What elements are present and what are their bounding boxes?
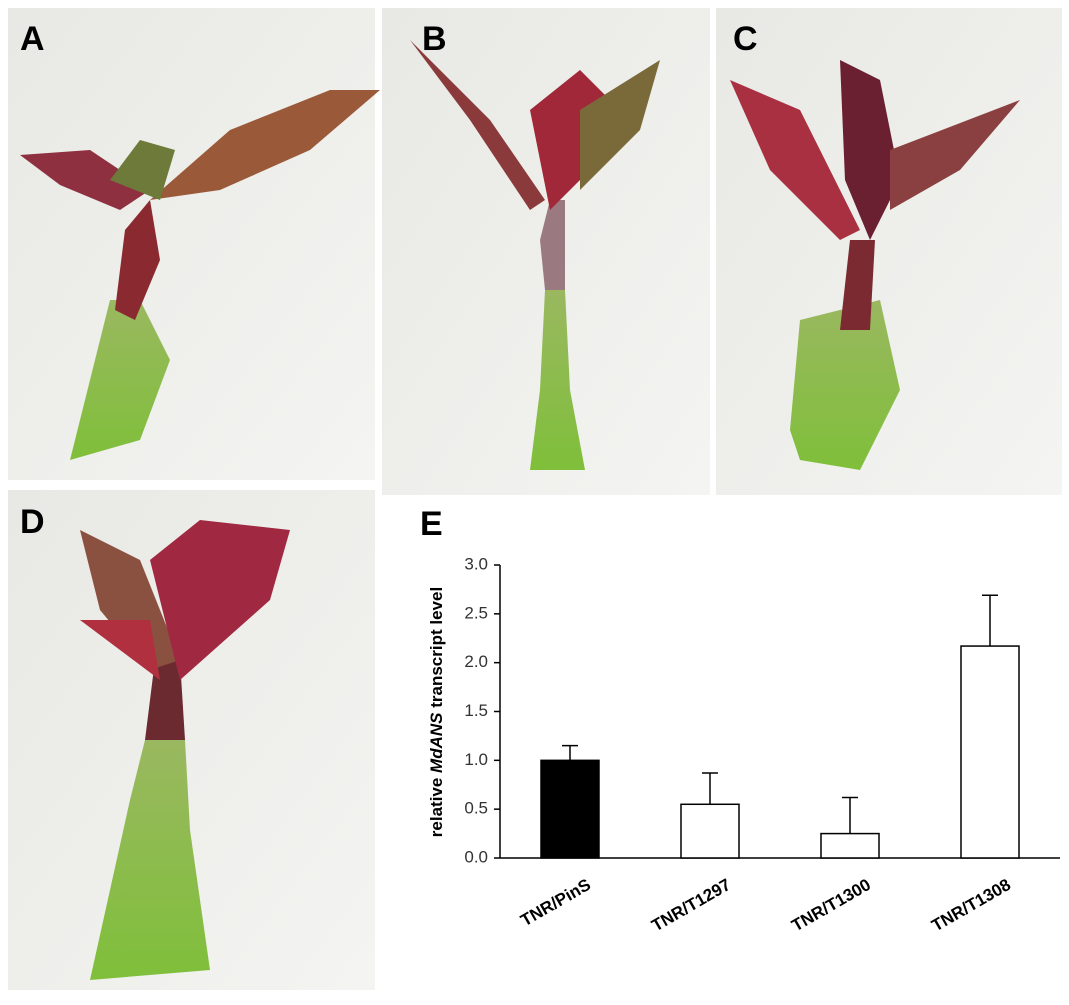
bar	[680, 803, 740, 859]
x-tick-label: TNR/PinS	[517, 875, 594, 930]
panel-label: A	[20, 20, 45, 58]
photo-b	[382, 8, 710, 495]
error-bar	[702, 772, 718, 805]
x-tick-label: TNR/T1300	[788, 875, 874, 935]
y-axis-label-part: MdANS	[427, 712, 446, 773]
panel-label: C	[733, 20, 758, 58]
photo-c	[716, 8, 1062, 495]
y-tick-label: 2.5	[464, 603, 488, 622]
bar	[960, 645, 1020, 859]
y-tick-label: 2.0	[464, 652, 488, 671]
error-bar	[982, 594, 998, 647]
y-tick-label: 3.0	[464, 554, 488, 573]
x-tick-label: TNR/T1297	[648, 875, 734, 935]
y-tick-label: 1.0	[464, 750, 488, 769]
photo-a	[8, 8, 380, 480]
y-axis-label: relative MdANS transcript level	[427, 587, 446, 837]
panel-label: D	[20, 503, 45, 541]
panel-label: E	[420, 505, 443, 543]
panel-label: B	[422, 20, 447, 58]
y-tick-label: 1.5	[464, 701, 488, 720]
x-tick-label: TNR/T1308	[928, 875, 1014, 935]
error-bar	[562, 744, 578, 761]
bar	[820, 832, 880, 859]
photo-d	[8, 490, 375, 990]
error-bar	[842, 796, 858, 834]
bar	[540, 759, 600, 859]
y-axis-label-part: transcript level	[427, 587, 446, 713]
y-tick-label: 0.0	[464, 847, 488, 866]
y-axis-label-part: relative	[427, 773, 446, 837]
y-tick-label: 0.5	[464, 799, 488, 818]
